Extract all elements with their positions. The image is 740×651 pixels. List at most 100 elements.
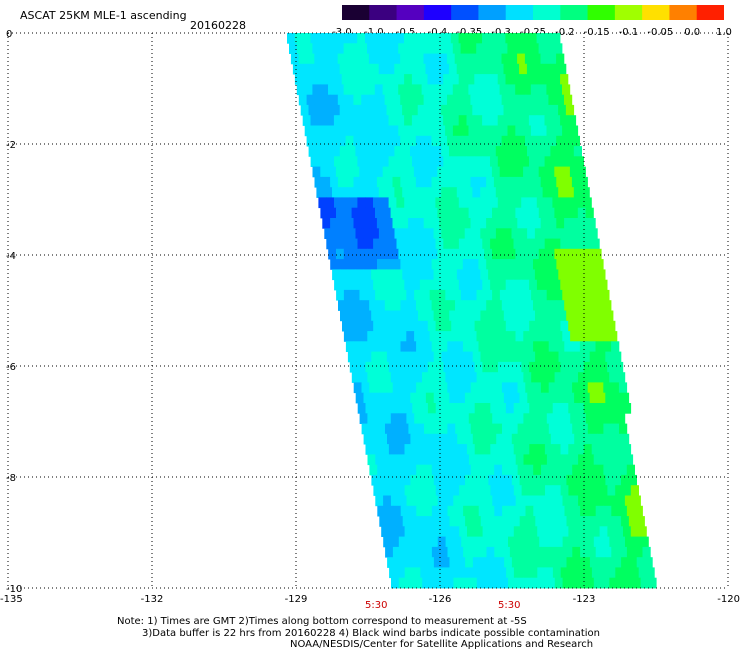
swath-cell [439,53,448,65]
swath-cell [451,361,460,373]
swath-cell [292,63,302,75]
y-tick-label: -8 [6,473,16,484]
swath-cell [351,207,360,219]
swath-cell [591,361,600,373]
swath-cell [349,156,358,167]
swath-cell [562,372,571,383]
swath-cell [431,53,440,65]
swath-cell [547,577,556,589]
swath-cell [523,289,532,301]
swath-cell [579,259,588,270]
swath-cell [464,63,473,75]
swath-cell [416,423,425,435]
swath-cell [422,372,431,383]
swath-cell [476,495,485,507]
swath-cell [499,166,508,178]
swath-cell [369,464,378,476]
swath-cell [508,536,517,548]
swath-cell [437,331,446,342]
swath-cell [404,197,413,209]
swath-cell [599,485,608,496]
swath-cell [495,269,505,281]
colorbar-segment [451,5,480,20]
swath-cell [531,536,540,548]
swath-cell [482,197,491,209]
swath-cell [484,372,493,383]
swath-cell [328,43,337,54]
swath-cell [501,176,510,188]
swath-cell [464,146,473,157]
swath-cell [394,516,404,527]
swath-cell [314,53,323,65]
swath-cell [509,300,518,311]
swath-cell [433,63,442,75]
swath-cell [394,474,403,486]
swath-cell [416,464,425,476]
swath-cell [595,382,604,394]
swath-cell [458,279,468,291]
swath-cell [424,423,433,435]
swath-cell [554,413,563,424]
swath-cell [441,269,450,281]
swath-cell [357,403,366,414]
swath-cell [601,372,610,383]
swath-cell [464,187,473,198]
swath-cell [439,505,448,517]
swath-cell [601,495,610,507]
swath-cell [414,413,423,424]
swath-cell [451,320,460,332]
swath-cell [404,526,413,537]
swath-cell [605,474,614,486]
swath-cell [386,146,395,157]
swath-cell [502,464,511,476]
swath-cell [414,577,423,589]
swath-cell [519,516,528,527]
swath-cell [461,372,470,383]
swath-cell [427,444,437,455]
swath-cell [398,125,407,137]
swath-cell [464,104,473,116]
swath-cell [335,84,344,96]
swath-cell [338,259,347,270]
swath-cell [380,115,389,126]
swath-cell [369,135,378,147]
swath-cell [408,176,417,188]
swath-cell [533,464,542,476]
swath-cell [404,74,413,85]
swath-cell [501,218,510,229]
swath-cell [382,166,391,178]
swath-cell [378,104,387,116]
swath-cell [426,433,435,445]
swath-cell [540,300,549,311]
swath-cell [310,33,319,44]
swath-cell [474,33,483,44]
swath-cell [425,63,434,75]
swath-cell [406,125,415,137]
swath-cell [544,320,553,332]
swath-cell [312,166,321,178]
swath-cell [452,166,462,178]
swath-cell [384,218,393,229]
swath-cell [480,228,489,239]
swath-cell [426,474,435,486]
swath-cell [365,197,374,209]
swath-cell [529,526,538,537]
swath-cell [486,94,495,106]
swath-cell [533,423,542,435]
swath-cell [394,310,403,322]
swath-cell [406,43,415,54]
swath-cell [314,176,323,188]
swath-cell [386,187,395,198]
swath-cell [478,53,487,65]
swath-cell [589,557,599,568]
swath-cell [386,310,395,322]
swath-cell [492,331,501,342]
swath-cell [447,135,456,147]
swath-cell [523,207,532,219]
swath-cell [338,300,347,311]
swath-cell [359,207,368,219]
swath-cell [569,125,579,137]
swath-cell [402,228,411,239]
swath-cell [495,146,504,157]
swath-cell [521,74,530,85]
